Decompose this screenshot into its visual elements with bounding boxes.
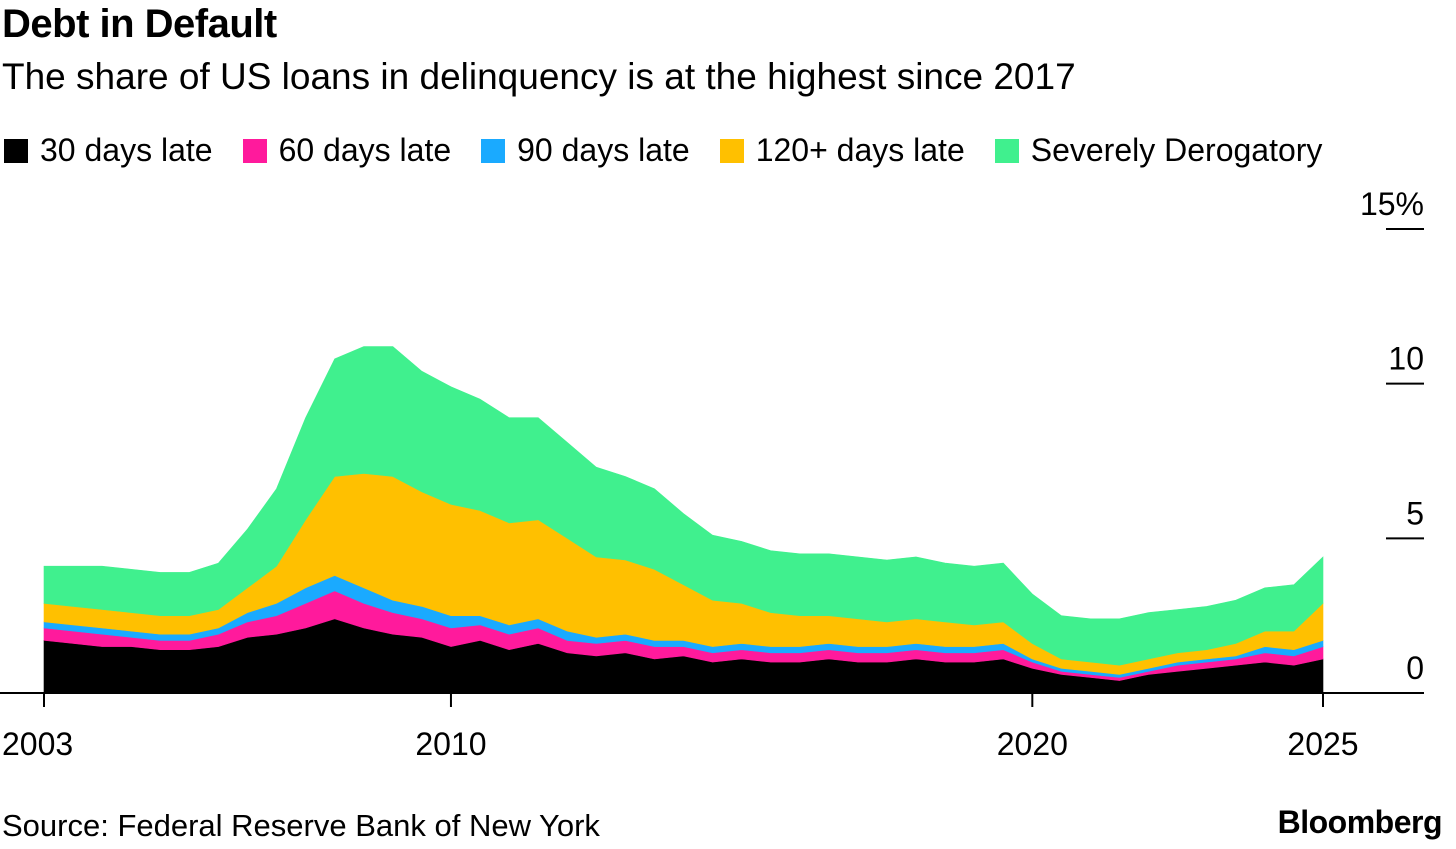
legend-label-90-days: 90 days late xyxy=(517,132,690,168)
legend-item-60-days: 60 days late xyxy=(242,132,452,169)
x-tick-label-2010: 2010 xyxy=(415,726,486,762)
legend-swatch-120-days xyxy=(719,138,744,163)
legend-swatch-severely-derogatory xyxy=(994,138,1019,163)
x-tick-label-2025: 2025 xyxy=(1287,726,1358,762)
chart-subtitle: The share of US loans in delinquency is … xyxy=(2,56,1076,97)
legend-item-120-days: 120+ days late xyxy=(719,132,965,169)
legend-swatch-30-days xyxy=(4,138,28,163)
y-tick-label-5: 5 xyxy=(1406,495,1424,531)
legend-item-severely-derogatory: Severely Derogatory xyxy=(994,132,1323,169)
chart-title: Debt in Default xyxy=(2,2,277,46)
legend-swatch-90-days xyxy=(481,138,506,163)
y-tick-label-0: 0 xyxy=(1406,650,1424,686)
legend-swatch-60-days xyxy=(242,138,267,163)
x-tick-label-2003: 2003 xyxy=(2,726,73,762)
legend-item-90-days: 90 days late xyxy=(481,132,690,169)
legend-label-30-days: 30 days late xyxy=(40,132,213,168)
bloomberg-logo: Bloomberg xyxy=(1277,804,1443,840)
legend-label-60-days: 60 days late xyxy=(278,132,452,168)
legend: 30 days late 60 days late 90 days late 1… xyxy=(4,132,1322,169)
y-tick-label-15: 15% xyxy=(1360,186,1424,222)
legend-label-120-days: 120+ days late xyxy=(755,132,965,168)
source-note: Source: Federal Reserve Bank of New York xyxy=(2,808,600,843)
area-series-severely-derogatory xyxy=(43,346,1324,666)
y-tick-label-10: 10 xyxy=(1388,341,1424,377)
x-tick-label-2020: 2020 xyxy=(997,726,1068,762)
legend-label-severely-derogatory: Severely Derogatory xyxy=(1030,132,1323,168)
legend-item-30-days: 30 days late xyxy=(4,132,213,169)
